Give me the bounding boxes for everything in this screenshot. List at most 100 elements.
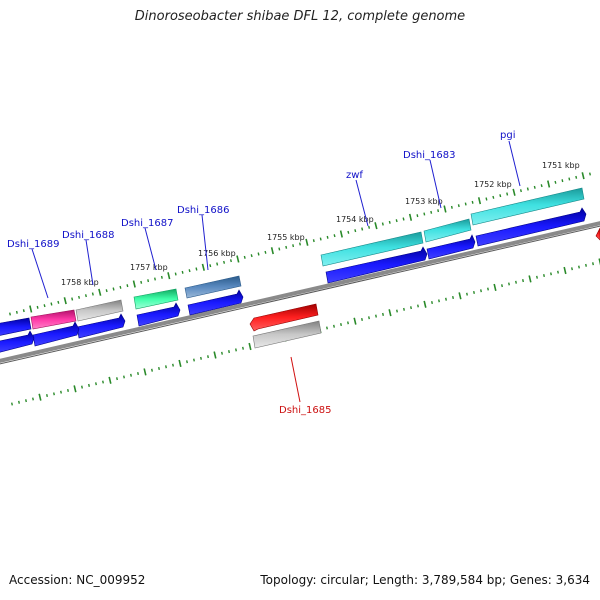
minor-tick [575, 175, 578, 179]
minor-tick [431, 301, 433, 305]
gene-pgi-block[interactable] [470, 187, 585, 226]
scale-label: 1755 kbp [267, 233, 305, 242]
minor-tick [126, 284, 129, 288]
minor-tick [105, 289, 108, 293]
gene-left-edge-block[interactable] [0, 317, 32, 336]
gene-dshi-1683-block[interactable] [423, 218, 472, 243]
gene-dshi-1686-block[interactable] [184, 275, 242, 299]
minor-tick [209, 264, 212, 268]
minor-tick [554, 180, 557, 184]
leader-line-dshi-1683 [429, 159, 442, 209]
map-title: Dinoroseobacter shibae DFL 12, complete … [134, 9, 466, 24]
minor-tick [450, 205, 453, 209]
minor-tick [522, 279, 524, 283]
minor-tick [207, 355, 209, 359]
minor-tick [285, 245, 288, 249]
minor-tick [116, 377, 118, 381]
minor-tick [437, 209, 440, 213]
scale-label: 1756 kbp [198, 249, 236, 258]
major-tick [167, 272, 171, 280]
minor-tick [221, 351, 223, 355]
cds-arrow[interactable] [187, 289, 244, 316]
minor-tick [32, 397, 34, 401]
gene-label-dshi-1686[interactable]: Dshi_1686 [177, 205, 229, 216]
minor-tick [589, 172, 591, 176]
minor-tick [485, 197, 488, 201]
major-tick [477, 197, 482, 205]
minor-tick [561, 179, 564, 183]
minor-tick [347, 321, 349, 325]
minor-tick [319, 237, 322, 241]
cds-arrow[interactable] [426, 234, 476, 260]
gene-dshi-1687-block[interactable] [133, 288, 179, 310]
cds-arrow[interactable] [475, 207, 587, 247]
minor-tick [250, 254, 253, 258]
gene-label-dshi-1685[interactable]: Dshi_1685 [279, 405, 331, 416]
major-tick [547, 180, 551, 188]
minor-tick [71, 297, 74, 301]
cds-arrow[interactable] [325, 246, 428, 284]
gene-label-dshi-1683[interactable]: Dshi_1683 [403, 150, 455, 161]
minor-tick [9, 312, 11, 316]
cds-arrow[interactable] [76, 313, 126, 339]
minor-tick [557, 270, 559, 274]
minor-tick [540, 184, 543, 188]
major-tick [443, 205, 447, 213]
cds-arrow[interactable] [32, 321, 80, 347]
minor-tick [347, 230, 350, 234]
gene-label-zwf[interactable]: zwf [346, 170, 363, 181]
major-tick [353, 317, 357, 325]
gene-label-dshi-1688[interactable]: Dshi_1688 [62, 230, 114, 241]
major-tick [512, 188, 516, 196]
scale-label: 1751 kbp [542, 161, 580, 170]
minor-tick [536, 275, 538, 279]
gene-labels: pgi Dshi_1683 zwf Dshi_1686 Dshi_1687 Ds… [7, 130, 515, 416]
minor-tick [354, 229, 357, 233]
leader-line-dshi-1686 [201, 214, 209, 271]
minor-tick [395, 219, 398, 223]
cds-arrow[interactable] [136, 302, 181, 327]
gene-label-dshi-1689[interactable]: Dshi_1689 [7, 239, 59, 250]
leader-line-dshi-1685 [290, 356, 301, 403]
minor-tick [53, 392, 55, 396]
minor-tick [15, 310, 18, 314]
minor-tick [417, 304, 419, 308]
minor-tick [543, 274, 545, 278]
scale-label: 1752 kbp [474, 180, 512, 189]
minor-tick [112, 287, 115, 291]
genome-backbone-shade [0, 225, 600, 365]
gene-dshi-1688-block[interactable] [75, 299, 124, 322]
cds-arrow[interactable] [0, 330, 35, 353]
minor-tick [508, 282, 510, 286]
major-tick [374, 222, 378, 230]
gene-dshi-1685-arrow[interactable] [249, 303, 319, 332]
minor-tick [188, 269, 191, 273]
gene-zwf-block[interactable] [320, 231, 424, 267]
minor-tick [585, 263, 587, 267]
minor-tick [592, 262, 594, 266]
gene-label-dshi-1687[interactable]: Dshi_1687 [121, 218, 173, 229]
major-tick [598, 258, 600, 266]
minor-tick [242, 346, 244, 350]
minor-tick [154, 277, 156, 281]
gene-label-pgi[interactable]: pgi [500, 130, 515, 141]
minor-tick [81, 385, 83, 389]
gene-dshi-1689-block[interactable] [30, 309, 77, 330]
minor-tick [278, 247, 281, 251]
scale-label: 1757 kbp [130, 263, 168, 272]
minor-tick [186, 360, 188, 364]
minor-tick [22, 309, 25, 313]
major-tick [408, 213, 413, 221]
minor-tick [416, 214, 419, 218]
minor-tick [216, 262, 219, 266]
major-tick [458, 292, 462, 300]
minor-tick [445, 297, 447, 301]
gene-dshi-1685-block[interactable] [252, 320, 322, 349]
minor-tick [36, 305, 39, 309]
gene-right-edge-arrow[interactable] [595, 227, 600, 241]
major-tick [236, 255, 240, 263]
minor-tick [402, 217, 405, 221]
minor-tick [102, 380, 104, 384]
minor-tick [60, 390, 62, 394]
major-tick [108, 376, 112, 384]
